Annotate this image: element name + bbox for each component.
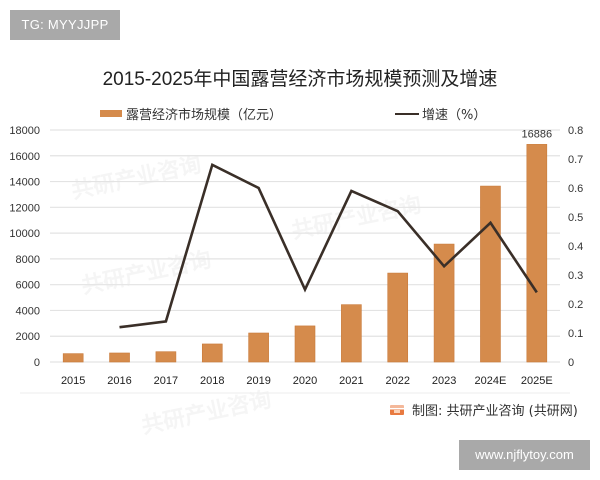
- y-axis-tick: 4000: [16, 305, 40, 317]
- x-axis-tick: 2024E: [475, 375, 507, 387]
- bar: [294, 325, 316, 363]
- gonyan-logo-icon: [390, 404, 404, 415]
- source-credit: 制图: 共研产业咨询 (共研网): [390, 400, 578, 419]
- legend-item-market-size: 露营经济市场规模（亿元）: [100, 104, 282, 123]
- y2-axis-tick: 0.8: [568, 125, 583, 137]
- bar: [526, 144, 548, 363]
- x-axis-tick: 2025E: [521, 375, 553, 387]
- y-axis-tick: 6000: [16, 280, 40, 292]
- source-text: 制图: 共研产业咨询 (共研网): [412, 404, 578, 419]
- growth-line: [119, 162, 538, 329]
- x-axis-tick: 2023: [432, 375, 456, 387]
- site-url-badge: www.njflytoy.com: [459, 440, 590, 470]
- y2-axis-tick: 0: [568, 357, 574, 369]
- bar: [480, 185, 501, 363]
- line-swatch-icon: [395, 112, 419, 115]
- x-axis-tick: 2022: [385, 375, 409, 387]
- y2-axis-tick: 0.2: [568, 299, 583, 311]
- y2-axis-tick: 0.1: [568, 328, 583, 340]
- y-axis-tick: 18000: [9, 125, 40, 137]
- bar: [433, 243, 455, 363]
- telegram-tag-badge: TG: MYYJJPP: [10, 10, 120, 40]
- x-axis-tick: 2017: [154, 375, 178, 387]
- x-axis-tick: 2020: [293, 375, 317, 387]
- legend-label: 增速（%）: [422, 108, 487, 123]
- y2-axis-tick: 0.5: [568, 212, 583, 224]
- x-axis-tick: 2021: [339, 375, 363, 387]
- y-axis-tick: 14000: [9, 177, 40, 189]
- y-axis-tick: 12000: [9, 202, 40, 214]
- y-axis-tick: 0: [34, 357, 40, 369]
- x-axis-tick: 2016: [107, 375, 131, 387]
- y-axis-tick: 16000: [9, 151, 40, 163]
- y2-axis-tick: 0.7: [568, 154, 583, 166]
- data-label: 16886: [522, 128, 553, 140]
- bar: [155, 351, 177, 363]
- y2-axis-tick: 0.4: [568, 241, 583, 253]
- bar: [387, 272, 409, 363]
- bar-swatch-icon: [100, 110, 122, 117]
- y-axis-tick: 2000: [16, 331, 40, 343]
- bar: [109, 352, 130, 363]
- bar: [341, 304, 362, 363]
- y2-axis-tick: 0.6: [568, 183, 583, 195]
- bar: [62, 353, 84, 363]
- chart-title: 2015-2025年中国露营经济市场规模预测及增速: [102, 69, 498, 90]
- legend-label: 露营经济市场规模（亿元）: [126, 108, 283, 123]
- x-axis-tick: 2018: [200, 375, 224, 387]
- y-axis-tick: 10000: [9, 228, 40, 240]
- x-axis-tick: 2019: [246, 375, 270, 387]
- legend-item-growth: 增速（%）: [395, 104, 486, 123]
- bar: [248, 332, 269, 363]
- x-axis-tick: 2015: [61, 375, 85, 387]
- y2-axis-tick: 0.3: [568, 270, 583, 282]
- y-axis-tick: 8000: [16, 254, 40, 266]
- bar: [201, 343, 223, 363]
